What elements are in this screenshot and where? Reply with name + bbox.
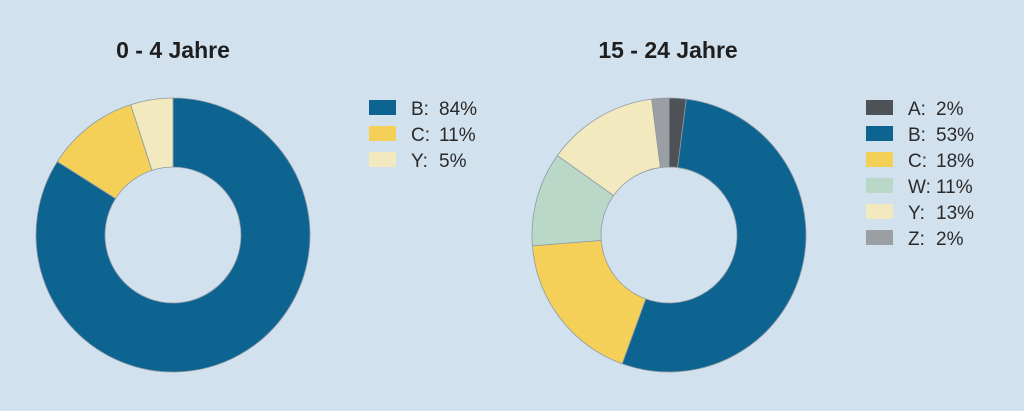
- legend-swatch: [369, 100, 396, 115]
- slice-b: [35, 97, 311, 373]
- legend-swatch: [866, 178, 893, 193]
- legend-label: Z:: [908, 229, 925, 250]
- legend-label: Y:: [411, 151, 428, 172]
- chart-15-24-jahre: 15 - 24 Jahre A: 2% B: 53% C: 18%W: 11% Y: 13% Z:…: [531, 37, 974, 373]
- chart-title: 0 - 4 Jahre: [116, 37, 230, 63]
- chart-title: 15 - 24 Jahre: [598, 37, 737, 63]
- legend: A: 2% B: 53% C: 18%W: 11% Y: 13% Z: 2%: [866, 99, 974, 250]
- legend-label: B:: [908, 125, 926, 146]
- legend-label: B:: [411, 99, 429, 120]
- chart-0-4-jahre: 0 - 4 Jahre B: 84% C: 11% Y: 5%: [35, 37, 477, 373]
- legend-value: 84%: [439, 99, 477, 120]
- legend-swatch: [369, 152, 396, 167]
- slice-c: [532, 239, 647, 365]
- legend-value: 11%: [936, 177, 973, 198]
- legend-value: 11%: [439, 125, 476, 146]
- legend-swatch: [866, 152, 893, 167]
- legend-swatch: [866, 204, 893, 219]
- legend-value: 2%: [936, 99, 964, 120]
- legend-label: C:: [908, 151, 927, 172]
- legend: B: 84% C: 11% Y: 5%: [369, 99, 477, 172]
- legend-label: Y:: [908, 203, 925, 224]
- slice-y: [130, 97, 174, 171]
- donut-slices: [531, 97, 807, 373]
- slice-z: [651, 97, 670, 168]
- slice-b: [621, 98, 807, 373]
- legend-label: C:: [411, 125, 430, 146]
- legend-value: 53%: [936, 125, 974, 146]
- donut-slices: [35, 97, 311, 373]
- legend-value: 13%: [936, 203, 974, 224]
- legend-label: W:: [908, 177, 931, 198]
- legend-label: A:: [908, 99, 926, 120]
- legend-value: 5%: [439, 151, 467, 172]
- legend-swatch: [866, 230, 893, 245]
- legend-value: 2%: [936, 229, 964, 250]
- legend-swatch: [866, 126, 893, 141]
- legend-value: 18%: [936, 151, 974, 172]
- legend-swatch: [369, 126, 396, 141]
- legend-swatch: [866, 100, 893, 115]
